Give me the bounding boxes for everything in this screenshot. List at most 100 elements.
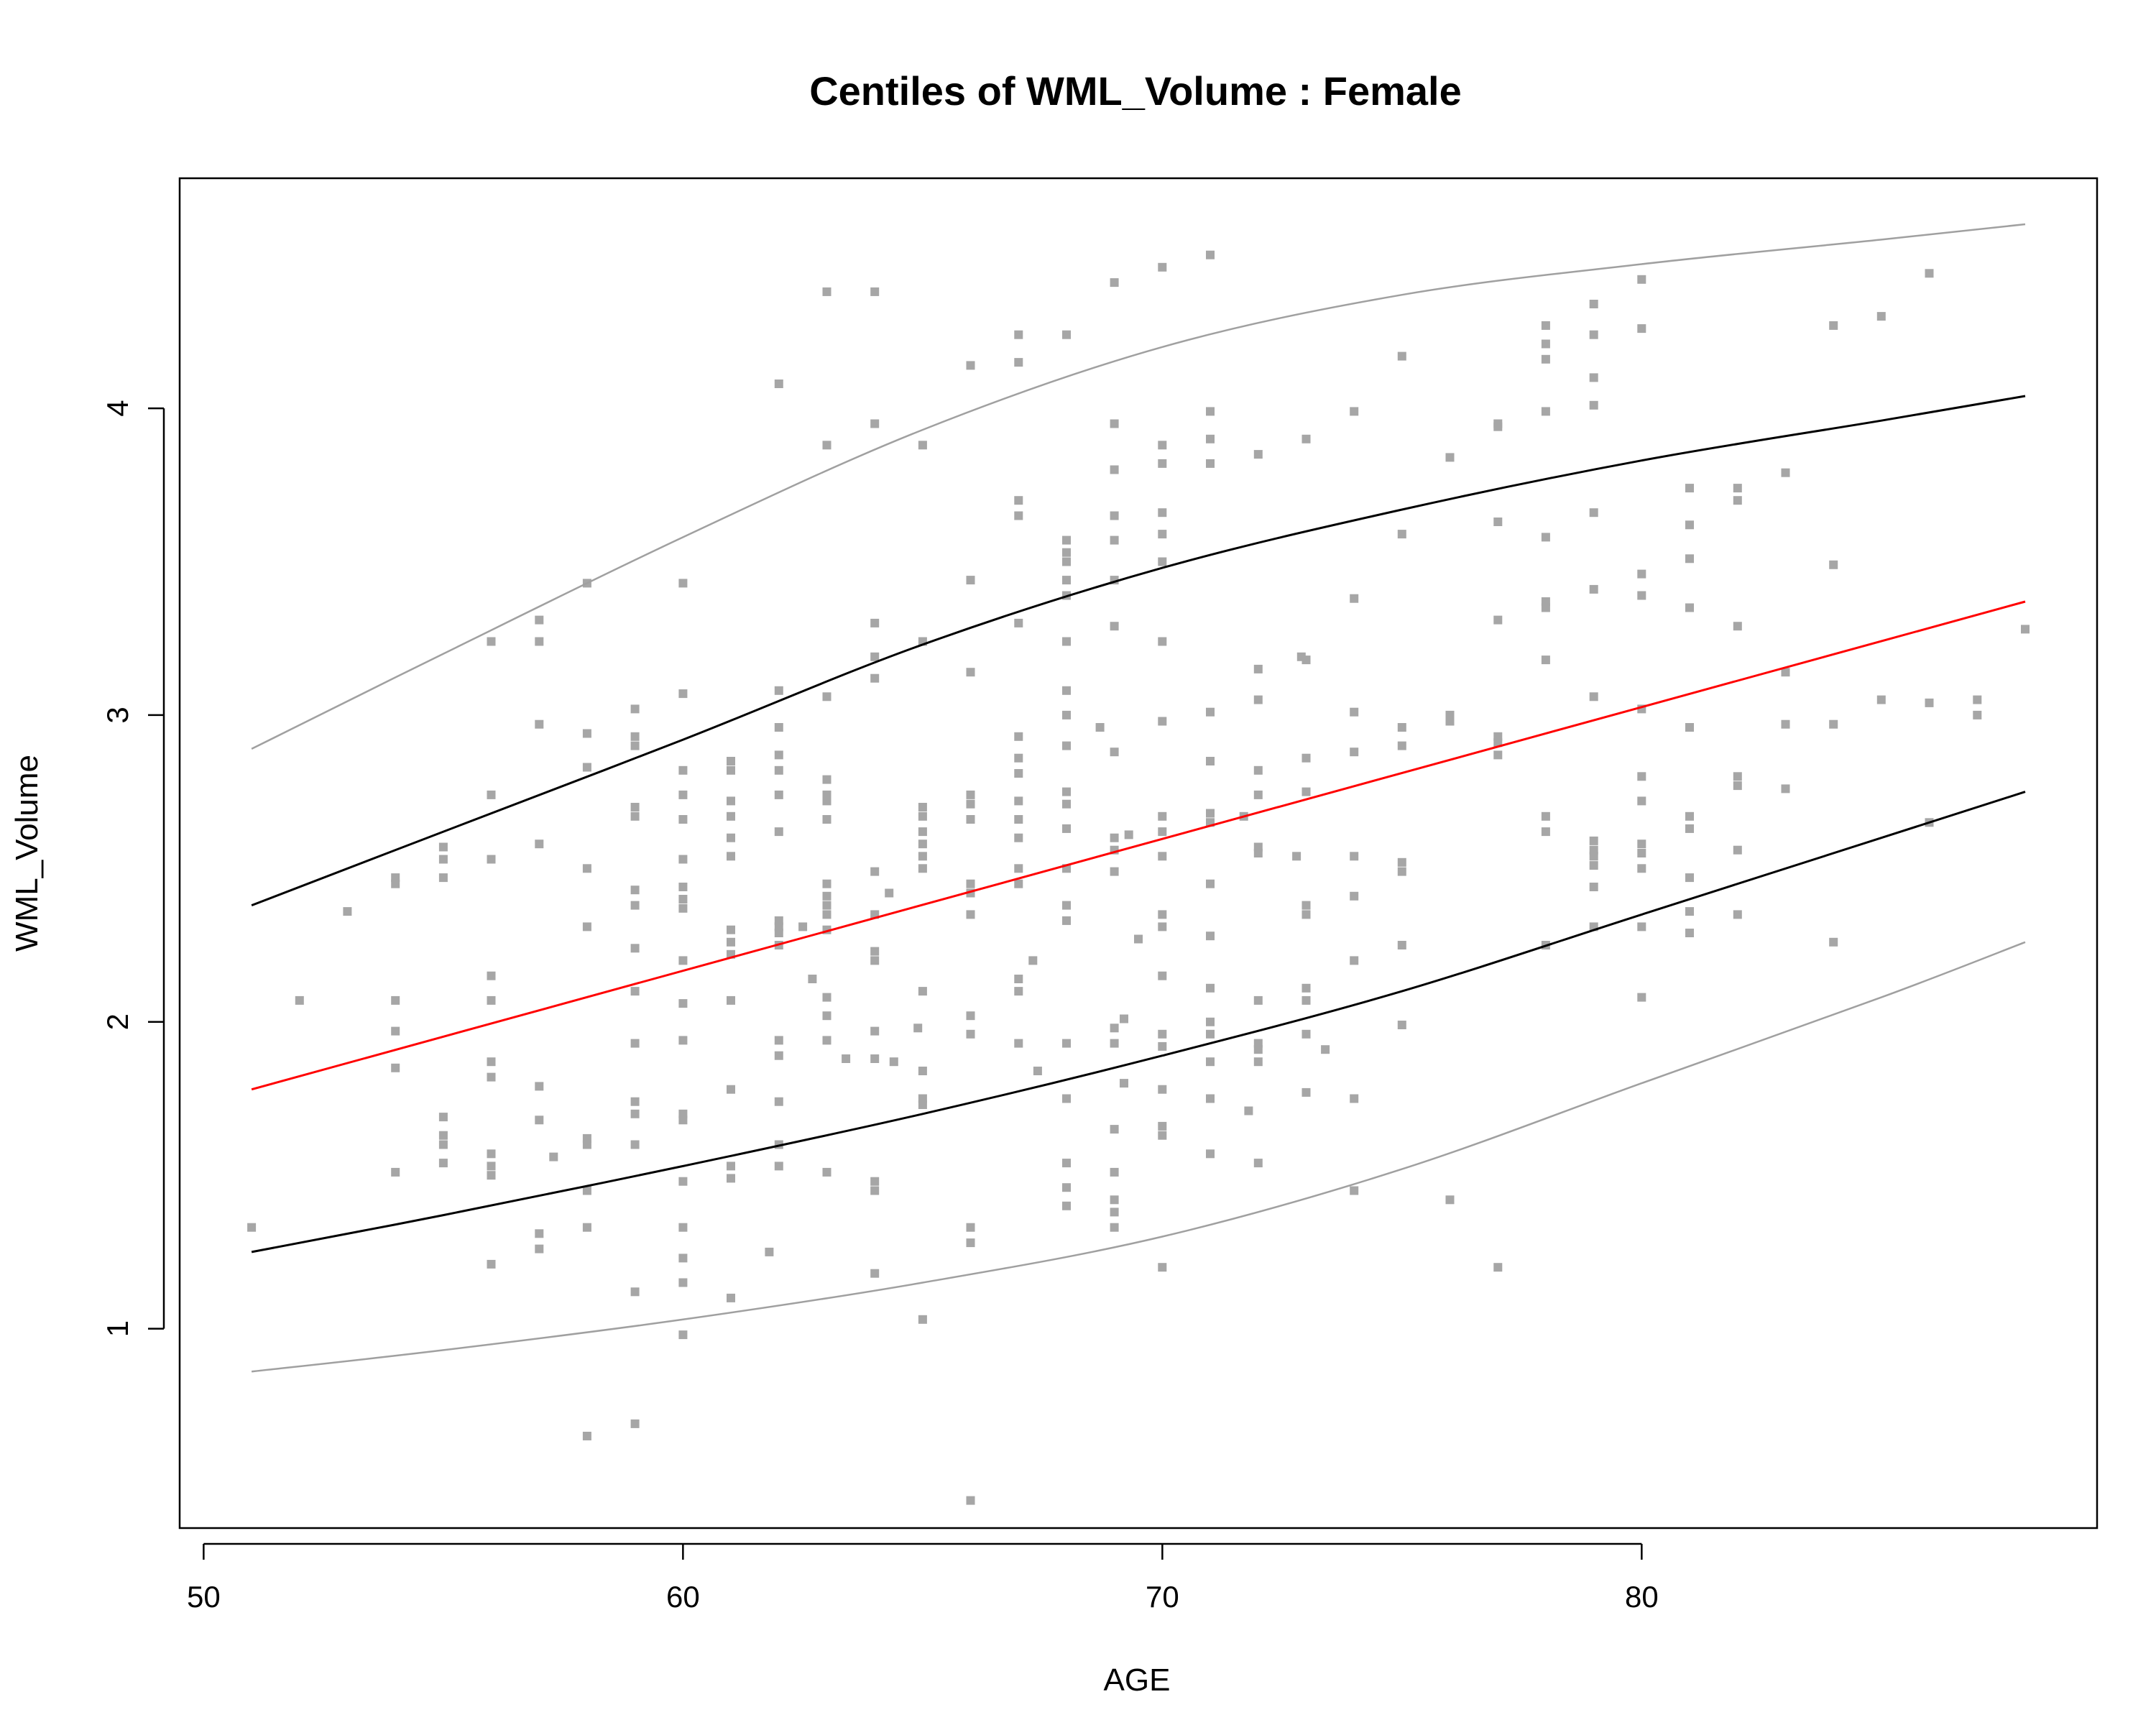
- data-point: [918, 827, 927, 837]
- data-point: [918, 803, 927, 811]
- data-point: [535, 637, 544, 646]
- data-point: [1124, 830, 1133, 840]
- data-point: [487, 1072, 496, 1082]
- data-point: [1253, 695, 1263, 704]
- data-point: [727, 852, 735, 861]
- data-point: [1014, 1039, 1023, 1048]
- data-point: [630, 704, 640, 714]
- data-point: [1253, 849, 1263, 857]
- data-point: [1350, 1094, 1359, 1103]
- data-point: [1493, 615, 1503, 625]
- data-point: [678, 895, 688, 903]
- data-point: [1062, 576, 1071, 585]
- data-point: [678, 790, 688, 799]
- data-point: [1781, 468, 1790, 477]
- data-point: [1733, 484, 1742, 493]
- data-point: [630, 811, 640, 821]
- data-point: [487, 790, 496, 799]
- data-point: [1062, 741, 1071, 750]
- data-point: [247, 1223, 257, 1232]
- centile-curve-3: [251, 600, 2026, 1091]
- data-point: [1206, 1029, 1215, 1039]
- data-point: [343, 907, 352, 916]
- data-point: [630, 732, 640, 741]
- data-point: [1062, 824, 1071, 833]
- data-point: [1685, 811, 1694, 821]
- data-point: [1302, 753, 1311, 763]
- data-point: [1158, 1263, 1167, 1272]
- data-point: [487, 971, 496, 980]
- data-point: [1733, 772, 1742, 781]
- scatter-points: [247, 250, 2030, 1505]
- x-tick-label: 60: [666, 1580, 700, 1614]
- data-point: [1206, 879, 1215, 888]
- data-point: [535, 1082, 544, 1091]
- data-point: [842, 1054, 851, 1063]
- data-point: [889, 1057, 898, 1067]
- data-point: [1637, 569, 1646, 579]
- data-point: [1350, 407, 1359, 416]
- data-point: [1781, 668, 1790, 677]
- data-point: [1158, 1131, 1167, 1140]
- data-point: [535, 1244, 544, 1254]
- data-point: [1589, 883, 1598, 891]
- data-point: [1110, 622, 1119, 631]
- data-point: [1110, 511, 1119, 520]
- data-point: [438, 1159, 448, 1168]
- data-point: [1637, 324, 1646, 334]
- data-point: [1637, 922, 1646, 932]
- data-point: [966, 790, 975, 799]
- data-point: [1062, 1183, 1071, 1192]
- data-point: [765, 1247, 774, 1256]
- data-point: [1685, 554, 1694, 564]
- data-point: [774, 790, 783, 799]
- data-point: [549, 1152, 558, 1162]
- data-point: [966, 1011, 975, 1021]
- data-point: [2021, 625, 2030, 634]
- data-point: [391, 1026, 400, 1036]
- y-tick-label: 1: [101, 1320, 134, 1337]
- data-point: [391, 995, 400, 1005]
- data-point: [630, 1419, 640, 1428]
- x-axis: 50 60 70 80: [187, 1542, 1659, 1614]
- data-point: [870, 652, 880, 661]
- data-point: [1685, 929, 1694, 937]
- data-point: [913, 1024, 923, 1033]
- data-point: [1302, 434, 1311, 443]
- data-point: [678, 1254, 688, 1263]
- data-point: [678, 1177, 688, 1186]
- data-point: [1829, 719, 1838, 729]
- data-point: [1589, 508, 1598, 518]
- data-point: [678, 1116, 688, 1125]
- data-point: [1589, 330, 1598, 339]
- data-point: [1062, 637, 1071, 646]
- data-point: [678, 765, 688, 775]
- data-point: [1493, 518, 1503, 526]
- data-point: [1733, 496, 1742, 505]
- x-tick-label: 70: [1146, 1580, 1179, 1614]
- data-point: [1637, 275, 1646, 284]
- data-point: [1062, 710, 1071, 719]
- data-point: [1589, 400, 1598, 410]
- data-point: [1158, 971, 1167, 980]
- data-point: [774, 750, 783, 760]
- data-point: [678, 855, 688, 864]
- data-point: [1350, 594, 1359, 603]
- data-point: [487, 1259, 496, 1269]
- data-point: [1062, 535, 1071, 545]
- data-point: [582, 1432, 591, 1440]
- data-point: [1637, 591, 1646, 600]
- data-point: [1637, 772, 1646, 781]
- data-point: [1062, 686, 1071, 695]
- data-point: [727, 1085, 735, 1094]
- data-point: [918, 1315, 927, 1324]
- data-point: [1302, 656, 1311, 665]
- data-point: [1973, 710, 1982, 719]
- data-point: [822, 910, 831, 919]
- data-point: [1876, 695, 1886, 704]
- data-point: [1397, 351, 1406, 361]
- data-point: [966, 910, 975, 919]
- data-point: [870, 1177, 880, 1186]
- data-point: [822, 287, 831, 296]
- data-point: [774, 1162, 783, 1171]
